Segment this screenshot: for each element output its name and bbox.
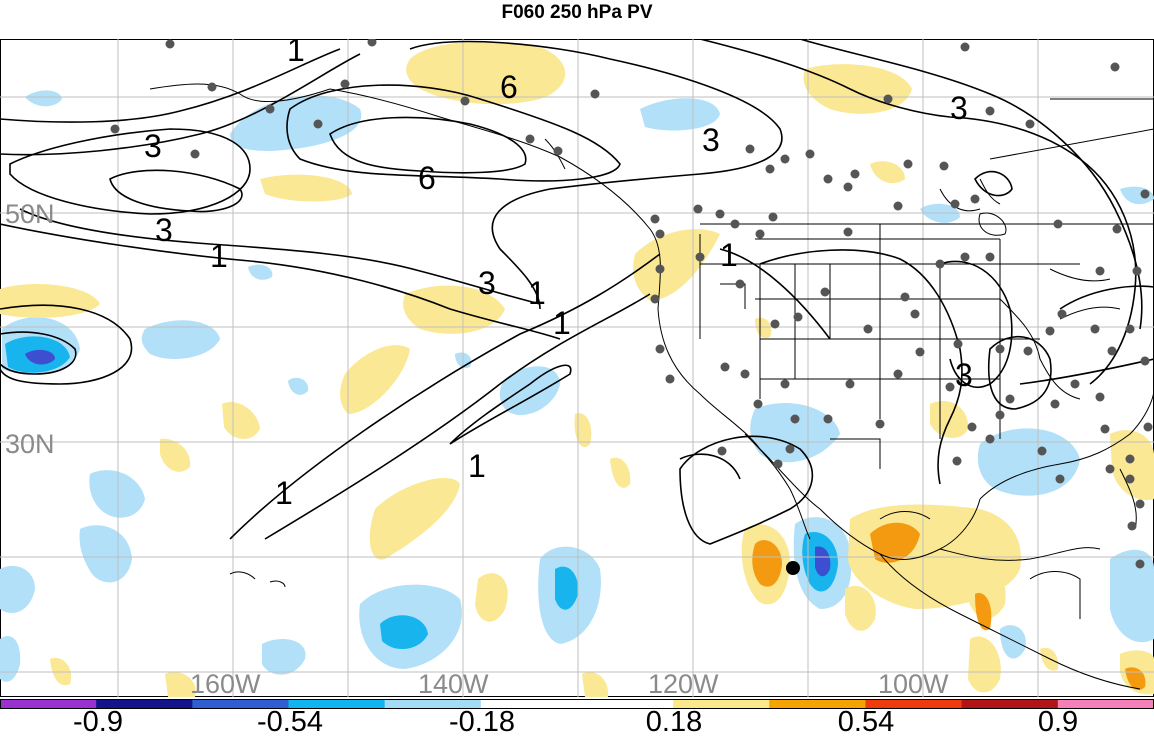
colorbar-tick-label: -0.9 (73, 706, 123, 738)
pv-negative-area (1110, 549, 1154, 643)
colorbar-segment (1057, 699, 1154, 709)
colorbar-tick-label: 0.9 (1037, 706, 1079, 738)
colorbar-segment (384, 699, 482, 709)
pv-negative-area (25, 90, 62, 107)
contour-label: 1 (528, 275, 546, 311)
pv-positive-area (610, 457, 631, 488)
pv-positive-area (845, 585, 876, 631)
colorbar-segment (96, 699, 193, 709)
colorbar-segment (480, 699, 578, 709)
colorbar-segment (961, 699, 1059, 709)
lat-label-30n: 30N (5, 429, 55, 459)
colorbar-segment (0, 699, 97, 709)
pv-positive-area (755, 317, 772, 339)
pv-negative-core (380, 615, 428, 650)
contour-label: 3 (955, 357, 973, 393)
contour-label: 3 (478, 265, 496, 301)
storm-marker-dot (786, 561, 800, 575)
contour-label: 3 (950, 90, 968, 126)
pv-positive-area (968, 636, 1001, 693)
pv-negative-peak (815, 546, 831, 577)
pv-negative-area (89, 470, 145, 518)
pv-positive-area (160, 438, 191, 472)
colorbar-segments (0, 699, 1154, 709)
colorbar-segment (192, 699, 289, 709)
pv-positive-area (633, 229, 720, 301)
pv-negative-area (1000, 625, 1026, 659)
pv-positive-area (574, 413, 592, 448)
contour-label: 3 (155, 212, 173, 248)
pv-negative-area (0, 565, 35, 613)
colorbar-segment (769, 699, 866, 709)
contour-label: 1 (468, 448, 486, 484)
contour-label: 6 (500, 69, 518, 105)
contour-label: 1 (275, 475, 293, 511)
pv-contours (0, 39, 1154, 545)
pv-positive-area (340, 345, 410, 414)
pv-negative-area (640, 98, 720, 131)
pv-positive-core (870, 522, 920, 563)
pv-positive-area (582, 671, 609, 697)
pv-positive-core (1125, 667, 1146, 690)
station-dots (110, 39, 1153, 569)
colorbar-segment (673, 699, 770, 709)
pv-positive-area (1040, 647, 1059, 671)
axis-label-group: 50N 30N 160W 140W 120W 100W (5, 199, 949, 697)
pv-negative-area (288, 377, 309, 395)
pv-positive-area (165, 671, 196, 697)
colorbar-segment (288, 699, 386, 709)
pv-negative-area (0, 636, 21, 682)
colorbar (0, 699, 1154, 709)
pv-negative-area (750, 403, 840, 463)
pv-negative-area (79, 525, 132, 583)
pv-negative-peak (25, 349, 55, 365)
colorbar-tick-label: -0.54 (256, 706, 324, 738)
pv-negative-area (977, 428, 1080, 496)
lon-label-100w: 100W (878, 669, 949, 697)
contour-label-group: 1 3 6 6 3 3 3 3 1 3 1 1 1 1 1 1 (144, 39, 973, 511)
map-title: F060 250 hPa PV (501, 2, 653, 23)
colorbar-tick-label: 0.18 (645, 706, 703, 738)
contour-label: 1 (287, 39, 305, 68)
pv-negative-area (248, 264, 273, 280)
colorbar-segment (865, 699, 963, 709)
pv-shading (0, 41, 1154, 697)
contour-label: 1 (210, 238, 228, 274)
pv-positive-core (975, 593, 992, 631)
pv-negative-core (555, 566, 579, 610)
pv-negative-area (499, 366, 560, 415)
pv-negative-area (262, 639, 306, 675)
pv-positive-area (260, 174, 352, 202)
contour-label: 6 (418, 160, 436, 196)
pv-positive-area (475, 573, 508, 622)
pv-positive-area (965, 560, 1006, 619)
contour-label: 3 (702, 122, 720, 158)
pv-positive-core (752, 540, 782, 587)
contour-label: 1 (720, 237, 738, 273)
pv-positive-area (1110, 430, 1154, 500)
pv-positive-area (369, 478, 460, 560)
pv-map: 1 3 6 6 3 3 3 3 1 3 1 1 1 1 1 1 50N 30N … (0, 39, 1154, 697)
pv-positive-area (870, 161, 905, 184)
pv-positive-area (0, 284, 100, 318)
contour-label: 1 (553, 305, 571, 341)
colorbar-tick-label: 0.54 (837, 706, 895, 738)
lon-label-120w: 120W (648, 669, 719, 697)
lon-label-160w: 160W (190, 669, 261, 697)
pv-positive-area (222, 401, 260, 439)
pv-positive-area (406, 41, 566, 105)
colorbar-segment (577, 699, 674, 709)
colorbar-tick-label: -0.18 (448, 706, 516, 738)
contour-label: 3 (144, 128, 162, 164)
lon-label-140w: 140W (418, 669, 489, 697)
pv-negative-area (141, 320, 220, 359)
coastlines (149, 83, 1154, 690)
lat-label-50n: 50N (5, 199, 55, 229)
